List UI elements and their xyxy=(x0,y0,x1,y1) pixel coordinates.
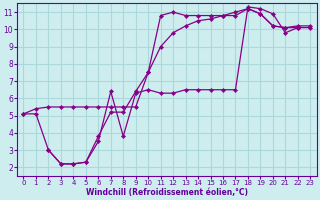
X-axis label: Windchill (Refroidissement éolien,°C): Windchill (Refroidissement éolien,°C) xyxy=(86,188,248,197)
